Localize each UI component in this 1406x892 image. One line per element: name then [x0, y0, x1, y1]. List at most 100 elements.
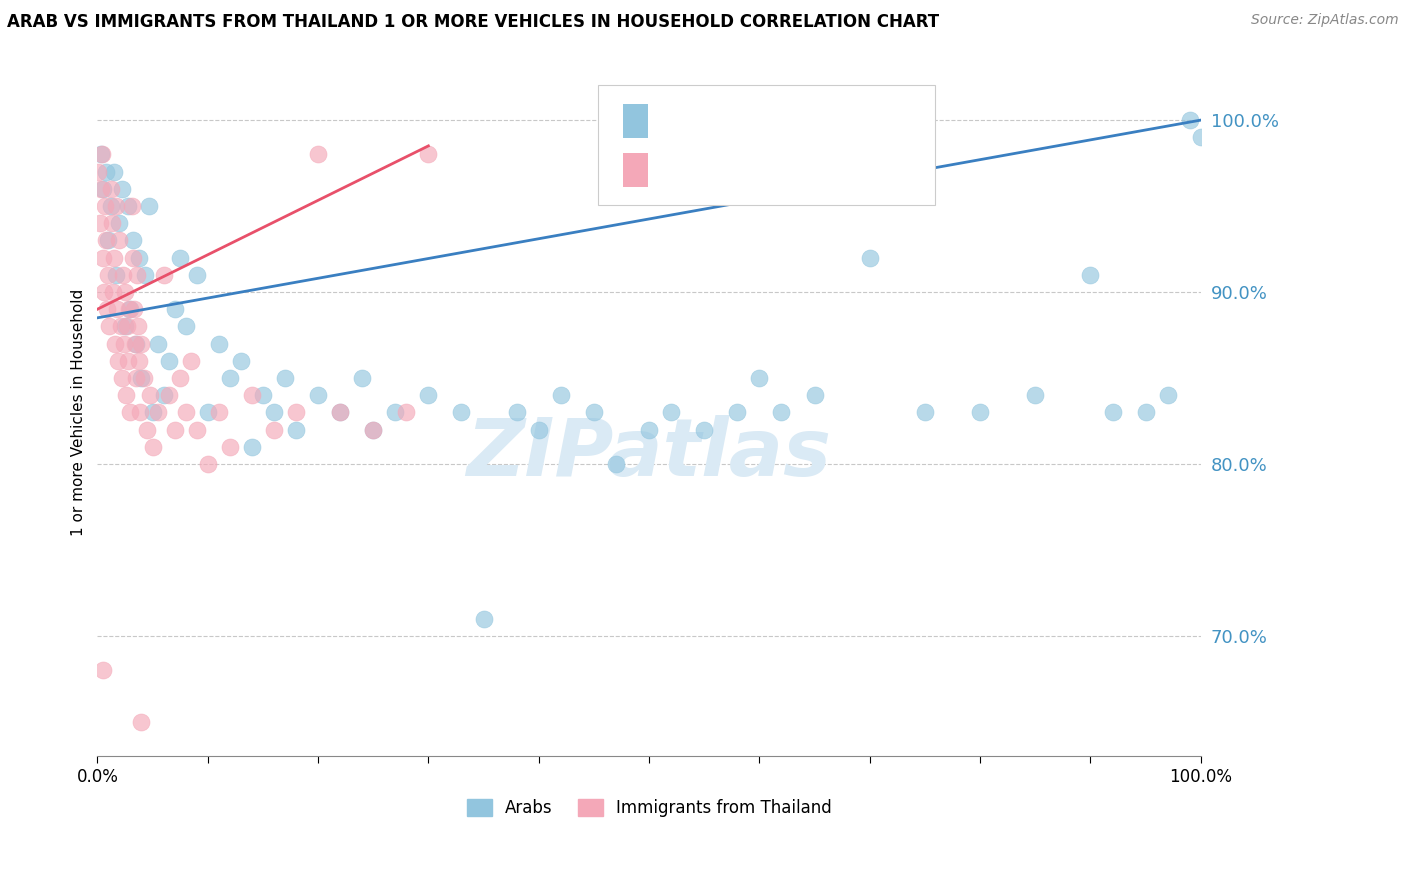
Point [87, 164, 110, 178]
Point [1101, 405, 1123, 419]
Point [146, 336, 169, 351]
Point [605, 457, 627, 471]
Y-axis label: 1 or more Vehicles in Household: 1 or more Vehicles in Household [72, 289, 86, 536]
Text: Source: ZipAtlas.com: Source: ZipAtlas.com [1251, 13, 1399, 28]
Point [1157, 388, 1180, 402]
Point [96, 164, 118, 178]
Point [136, 423, 159, 437]
Point [125, 336, 148, 351]
Point [748, 371, 770, 385]
Point [169, 371, 191, 385]
Point [141, 405, 163, 419]
Point [505, 405, 527, 419]
Point [91, 663, 114, 677]
Point [197, 457, 219, 471]
Point [969, 405, 991, 419]
Text: ZIPatlas: ZIPatlas [467, 415, 831, 492]
Point [96, 302, 118, 317]
Point [859, 251, 882, 265]
Point [89, 216, 111, 230]
Point [186, 268, 208, 282]
Point [138, 199, 160, 213]
Point [770, 405, 793, 419]
Point [127, 319, 149, 334]
Point [98, 319, 121, 334]
Point [418, 388, 440, 402]
Point [169, 251, 191, 265]
Point [114, 285, 136, 299]
Point [100, 199, 122, 213]
Point [550, 388, 572, 402]
Point [101, 285, 124, 299]
Point [122, 302, 145, 317]
Point [131, 371, 153, 385]
Point [97, 234, 120, 248]
Point [1080, 268, 1102, 282]
Point [115, 319, 138, 334]
Point [131, 714, 153, 729]
Point [1189, 130, 1212, 145]
Point [91, 251, 114, 265]
Point [115, 388, 138, 402]
Point [197, 405, 219, 419]
Text: ARAB VS IMMIGRANTS FROM THAILAND 1 OR MORE VEHICLES IN HOUSEHOLD CORRELATION CHA: ARAB VS IMMIGRANTS FROM THAILAND 1 OR MO… [7, 13, 939, 31]
Point [128, 353, 150, 368]
Point [361, 423, 384, 437]
Point [582, 405, 605, 419]
Point [103, 164, 125, 178]
Point [352, 371, 374, 385]
Point [914, 405, 936, 419]
Point [117, 199, 139, 213]
Point [90, 147, 112, 161]
Point [111, 182, 134, 196]
Point [105, 268, 128, 282]
Point [527, 423, 550, 437]
Point [118, 302, 141, 317]
Point [111, 371, 134, 385]
Point [263, 405, 285, 419]
Point [307, 147, 329, 161]
Point [110, 319, 132, 334]
Point [361, 423, 384, 437]
Legend: Arabs, Immigrants from Thailand: Arabs, Immigrants from Thailand [460, 792, 838, 823]
Point [450, 405, 472, 419]
Point [93, 285, 115, 299]
Point [121, 199, 143, 213]
Point [180, 353, 202, 368]
Text: R = 0.322    N = 65: R = 0.322 N = 65 [657, 161, 820, 179]
Text: R = 0.225    N = 65: R = 0.225 N = 65 [657, 112, 818, 130]
Point [163, 423, 186, 437]
Point [139, 388, 162, 402]
Point [384, 405, 406, 419]
Point [803, 388, 825, 402]
Point [163, 302, 186, 317]
Point [659, 405, 682, 419]
Point [105, 199, 128, 213]
Point [638, 423, 661, 437]
Point [152, 268, 174, 282]
Point [108, 234, 131, 248]
Point [274, 371, 297, 385]
Point [252, 388, 274, 402]
Point [131, 336, 153, 351]
Point [120, 405, 142, 419]
Point [208, 405, 231, 419]
Point [132, 371, 155, 385]
Point [157, 388, 180, 402]
Point [100, 216, 122, 230]
Point [208, 336, 231, 351]
Point [1135, 405, 1157, 419]
Point [121, 234, 143, 248]
Point [218, 440, 240, 454]
Point [96, 234, 118, 248]
Point [472, 612, 495, 626]
Point [125, 371, 148, 385]
Point [1178, 113, 1201, 128]
Point [100, 182, 122, 196]
Point [218, 371, 240, 385]
Point [240, 440, 263, 454]
Point [103, 251, 125, 265]
Point [91, 182, 114, 196]
Point [307, 388, 329, 402]
Point [725, 405, 748, 419]
